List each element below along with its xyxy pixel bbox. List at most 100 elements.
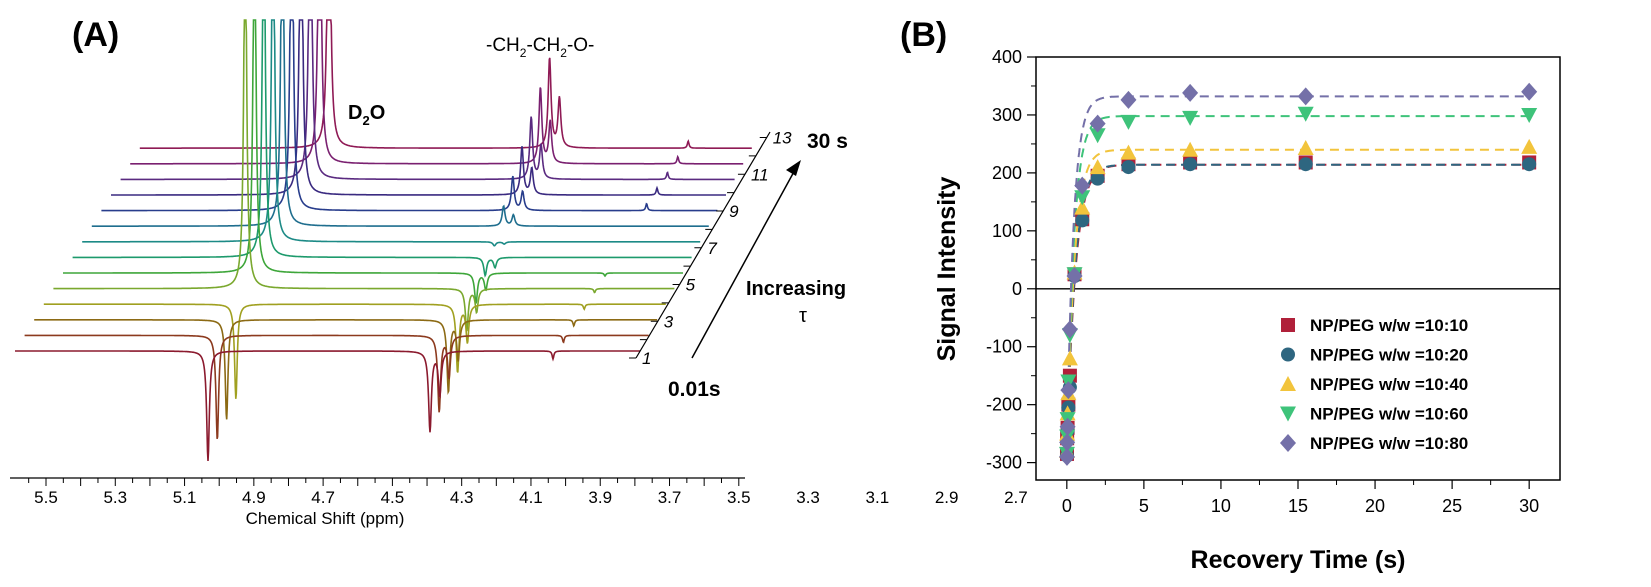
- fit-curve: [1065, 95, 1530, 457]
- spectrum-line: [24, 334, 649, 439]
- data-point: [1183, 157, 1198, 172]
- data-point: [1074, 199, 1091, 215]
- x-tick-label: 2.7: [1004, 488, 1028, 507]
- d2o-peak-label: D2O: [348, 102, 385, 128]
- legend-marker: [1280, 406, 1296, 422]
- y-tick-label: 400: [992, 47, 1022, 67]
- arrow-head: [786, 160, 801, 176]
- x-tick-label: 0: [1062, 496, 1072, 516]
- increasing-label: Increasing: [746, 278, 846, 300]
- data-point: [1059, 433, 1076, 452]
- legend-marker: [1281, 347, 1295, 362]
- legend-marker: [1280, 434, 1296, 452]
- data-point: [1120, 144, 1137, 160]
- x-tick-label: 25: [1442, 496, 1462, 516]
- legend-marker: [1281, 318, 1295, 332]
- panel-b-label: (B): [900, 16, 947, 54]
- x-tick-label: 3.5: [727, 488, 751, 507]
- y-tick-label: 0: [1012, 279, 1022, 299]
- data-point: [1089, 159, 1106, 175]
- d2o-part-o: O: [370, 102, 386, 124]
- spectrum-index-label: 5: [686, 276, 696, 295]
- index-axis-line: [635, 131, 771, 359]
- x-tick-label: 5: [1139, 496, 1149, 516]
- spectrum-line: [72, 19, 692, 278]
- spectrum-index-label: 9: [729, 202, 739, 221]
- panel-a-x-title: Chemical Shift (ppm): [246, 509, 405, 528]
- data-point: [1089, 114, 1106, 133]
- x-tick-label: 5.1: [173, 488, 197, 507]
- time-start-label: 0.01s: [668, 378, 721, 401]
- data-point: [1089, 128, 1106, 144]
- x-tick-label: 30: [1519, 496, 1539, 516]
- x-tick-label: 4.7: [311, 488, 335, 507]
- data-point: [1075, 213, 1090, 228]
- x-tick-label: 3.1: [866, 488, 890, 507]
- data-point: [1297, 87, 1314, 106]
- legend-marker: [1280, 376, 1296, 391]
- y-tick-label: -200: [986, 395, 1022, 415]
- data-point: [1059, 417, 1076, 436]
- data-point: [1090, 171, 1105, 186]
- x-tick-label: 15: [1288, 496, 1308, 516]
- x-tick-label: 5.5: [34, 488, 58, 507]
- spectrum-line: [111, 19, 726, 196]
- increasing-tau-arrow: [691, 167, 797, 359]
- legend: NP/PEG w/w =10:10 NP/PEG w/w =10:20 NP/PEG…: [1280, 316, 1468, 453]
- x-tick-label: 4.5: [381, 488, 405, 507]
- legend-label: NP/PEG w/w =10:60: [1310, 405, 1468, 424]
- data-point: [1074, 190, 1091, 206]
- x-tick-label: 3.7: [658, 488, 682, 507]
- data-point: [1521, 82, 1538, 101]
- data-point: [1066, 267, 1083, 286]
- data-point: [1182, 110, 1199, 126]
- peg-part-5: -O-: [567, 35, 594, 56]
- x-tick-label: 10: [1211, 496, 1231, 516]
- spectrum-line: [63, 19, 683, 304]
- x-tick-label: 3.3: [796, 488, 820, 507]
- spectrum-line: [120, 19, 735, 181]
- data-point: [1297, 106, 1314, 122]
- data-point: [1522, 157, 1537, 172]
- panel-b-x-title: Recovery Time (s): [1191, 546, 1406, 574]
- panel-b-y-title: Signal Intensity: [933, 177, 961, 362]
- spectrum-line: [101, 19, 718, 212]
- data-point: [1058, 447, 1075, 466]
- x-tick-label: 20: [1365, 496, 1385, 516]
- y-tick-label: -100: [986, 337, 1022, 357]
- time-end-label: 30 s: [807, 130, 848, 153]
- data-point: [1061, 320, 1078, 339]
- legend-label: NP/PEG w/w =10:80: [1310, 434, 1468, 453]
- spectrum-line: [53, 19, 675, 332]
- spectrum-line: [34, 319, 658, 420]
- y-tick-label: -300: [986, 453, 1022, 473]
- peg-peak-label: -CH2-CH2-O-: [486, 35, 594, 60]
- data-point: [1298, 157, 1313, 172]
- panel-a-nmr-spectra: (A) 5.5 5.3 5.1 4.9 4.7 4.5 4.3 4.1 3.9 3.7 3.5 3.3…: [10, 16, 1028, 528]
- data-point: [1121, 160, 1136, 175]
- peg-part-1: -CH: [486, 35, 520, 56]
- legend-label: NP/PEG w/w =10:10: [1310, 316, 1468, 335]
- peg-part-4: 2: [560, 46, 567, 60]
- spectrum-index-label: 1: [642, 349, 651, 368]
- legend-label: NP/PEG w/w =10:20: [1310, 346, 1468, 365]
- legend-label: NP/PEG w/w =10:40: [1310, 375, 1468, 394]
- y-tick-label: 200: [992, 163, 1022, 183]
- spectrum-line: [43, 303, 666, 399]
- spectra-stack: [15, 19, 752, 462]
- spectrum-line: [130, 19, 744, 165]
- data-point: [1182, 141, 1199, 157]
- data-point: [1120, 114, 1137, 130]
- x-tick-label: 4.9: [242, 488, 266, 507]
- data-point: [1074, 176, 1091, 195]
- data-point: [1060, 381, 1077, 400]
- panel-b-recovery-plot: (B) 0 5 10 15 20 25 30 400 300 200 100 0 -100 -200 -30…: [900, 16, 1561, 574]
- data-points: [1058, 82, 1538, 466]
- x-tick-label: 3.9: [588, 488, 612, 507]
- panel-b-axes: 0 5 10 15 20 25 30 400 300 200 100 0 -100 -200 -300: [986, 47, 1560, 516]
- peg-part-2: 2: [520, 46, 527, 60]
- y-tick-label: 300: [992, 105, 1022, 125]
- spectrum-index-label: 11: [751, 165, 769, 184]
